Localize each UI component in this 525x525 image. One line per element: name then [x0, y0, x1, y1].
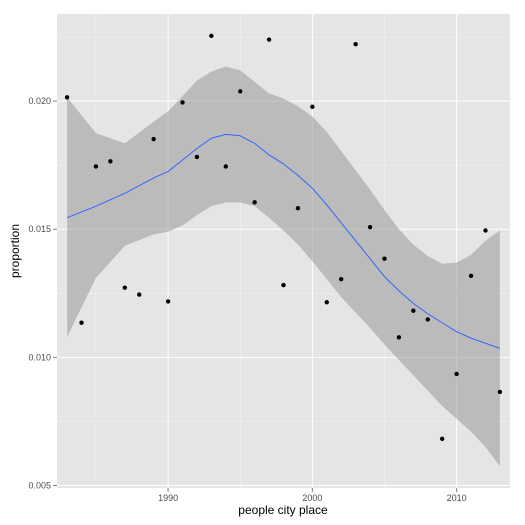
y-tick-label: 0.010 [28, 352, 51, 362]
data-point [165, 299, 171, 304]
data-point [209, 33, 214, 38]
data-point [238, 89, 243, 94]
data-point [324, 300, 329, 305]
data-point [93, 164, 99, 169]
y-axis-title: proportion [8, 224, 22, 278]
data-point [194, 154, 200, 160]
points-layer [64, 33, 503, 442]
x-tick-label: 1990 [158, 493, 178, 503]
smooth-line [66, 133, 501, 349]
data-point [367, 224, 373, 230]
data-point [64, 95, 70, 100]
data-point [411, 308, 416, 313]
data-point [79, 320, 84, 325]
data-point [382, 256, 387, 261]
data-point [454, 371, 459, 377]
data-point [281, 282, 286, 288]
data-point [252, 200, 257, 205]
y-tick-label: 0.005 [28, 480, 51, 490]
data-point [439, 436, 445, 442]
data-point [353, 42, 358, 47]
y-tick-label: 0.015 [28, 224, 51, 234]
data-point [468, 273, 474, 279]
y-tick-label: 0.020 [28, 96, 51, 106]
data-point [396, 335, 402, 340]
data-point [266, 37, 272, 42]
data-point [310, 104, 315, 109]
x-tick-label: 2010 [447, 493, 467, 503]
data-point [122, 285, 128, 290]
data-point [483, 228, 488, 233]
data-point [339, 276, 344, 282]
data-point [180, 100, 185, 105]
x-tick-label: 2000 [302, 493, 322, 503]
line-layer [66, 133, 501, 349]
x-axis: 1990 2000 2010 [158, 488, 467, 503]
y-axis: 0.005 0.010 0.015 0.020 [28, 96, 57, 490]
plot-panel [57, 14, 510, 488]
data-point [151, 136, 156, 142]
data-point [295, 206, 301, 211]
data-point [497, 389, 503, 395]
x-axis-title: people city place [238, 503, 328, 517]
data-point [108, 159, 113, 164]
data-point [425, 317, 430, 322]
data-point [137, 292, 142, 297]
data-point [223, 164, 228, 169]
